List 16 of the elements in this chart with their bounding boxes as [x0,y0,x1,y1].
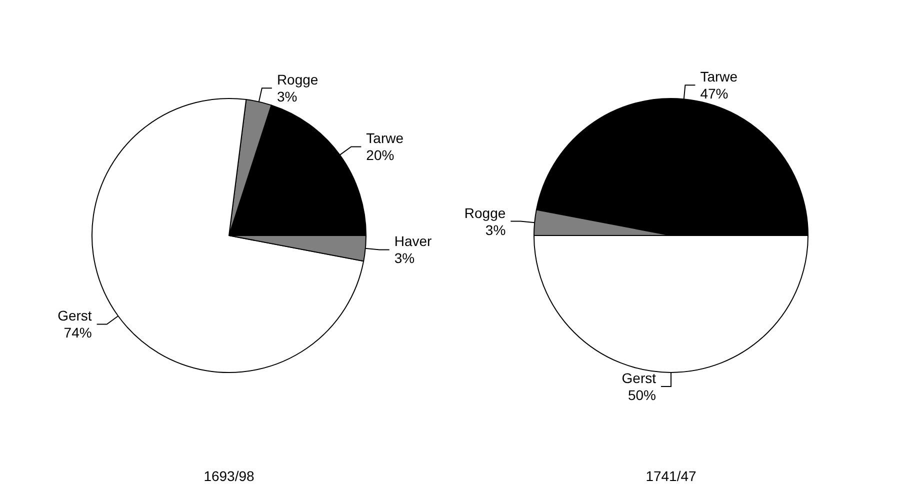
data-label: 3% [485,222,506,238]
data-label: 50% [628,387,656,403]
slice-label: Haver [394,233,432,250]
text: 1693/98 [204,468,255,484]
slice-label: Tarwe [366,130,404,146]
data-label: 47% [700,86,728,102]
slice-label: Gerst [58,308,92,324]
data-label: 20% [366,147,394,164]
data-label: 3% [276,88,298,105]
slice-label: Rogge [464,204,506,221]
slice-label: Gerst [622,370,656,386]
data-label: 74% [64,324,92,341]
text: 1741/47 [646,468,697,484]
data-label: 3% [394,250,415,266]
slice-label: Rogge [276,72,318,88]
slice-label: Tarwe [700,68,738,85]
